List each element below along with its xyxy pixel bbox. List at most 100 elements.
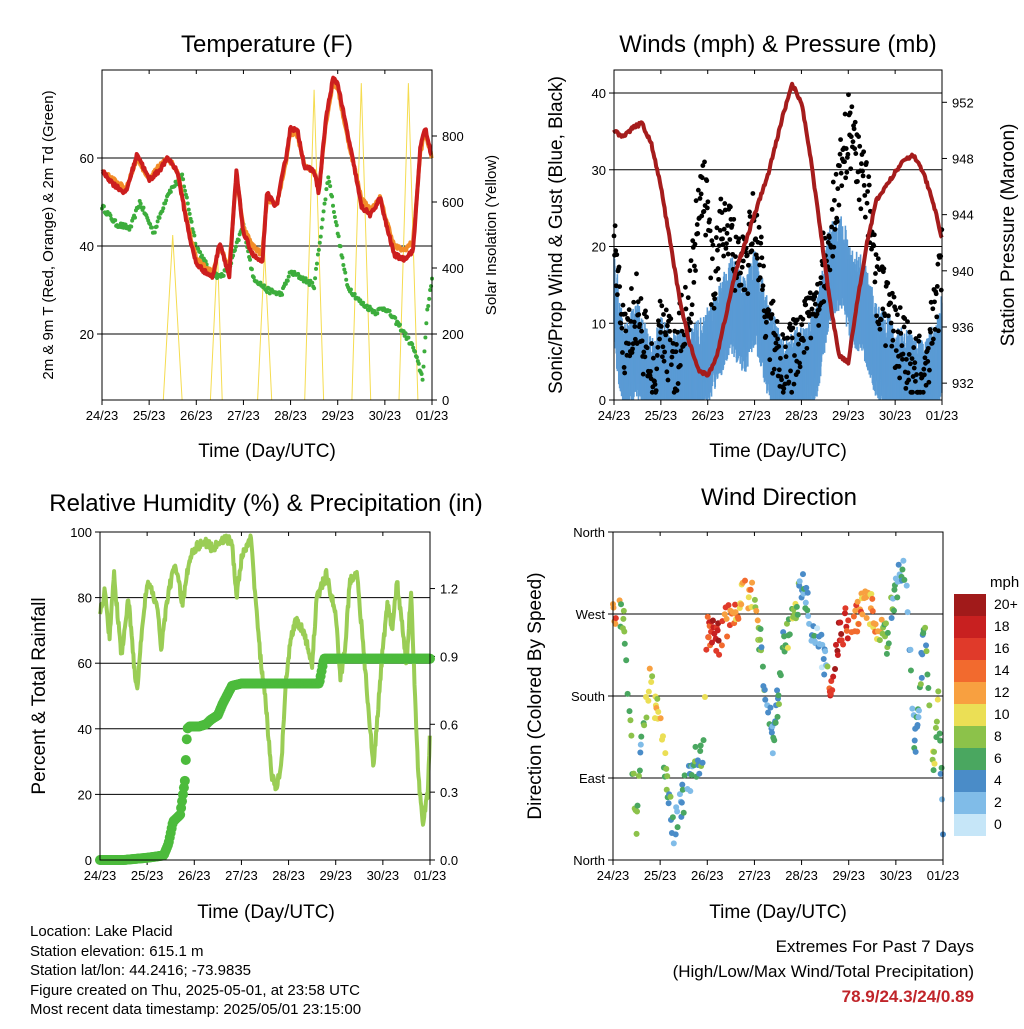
winds-xtick-label: 25/23 bbox=[645, 408, 678, 423]
dewpoint-point bbox=[138, 201, 143, 206]
gust-point bbox=[891, 294, 897, 300]
gust-point bbox=[881, 266, 887, 272]
gust-point bbox=[888, 300, 894, 306]
gust-point bbox=[749, 248, 755, 254]
temperature-xlabel: Time (Day/UTC) bbox=[198, 441, 336, 462]
gust-point bbox=[852, 119, 858, 125]
gust-point bbox=[694, 222, 700, 227]
gust-point bbox=[829, 207, 835, 212]
wind-direction-point bbox=[837, 619, 844, 626]
dewpoint-point bbox=[332, 214, 337, 219]
wind-direction-point bbox=[845, 617, 852, 624]
dewpoint-point bbox=[317, 240, 322, 245]
wind-direction-point bbox=[912, 748, 919, 755]
wind-direction-point bbox=[932, 724, 939, 731]
gust-point bbox=[770, 370, 775, 376]
gust-point bbox=[861, 183, 867, 188]
gust-point bbox=[707, 217, 712, 223]
dewpoint-point bbox=[248, 257, 253, 262]
temp-y2tick-label: 600 bbox=[442, 195, 464, 210]
wind-direction-point bbox=[674, 808, 681, 815]
gust-point bbox=[693, 268, 698, 273]
gust-point bbox=[812, 294, 818, 299]
wind-direction-point bbox=[876, 637, 883, 644]
wind-direction-point bbox=[634, 802, 641, 809]
gust-point bbox=[712, 291, 718, 297]
gust-point bbox=[708, 275, 714, 281]
gust-point bbox=[660, 344, 666, 350]
gust-point bbox=[763, 319, 769, 325]
gust-point bbox=[774, 319, 780, 324]
gust-point bbox=[643, 308, 648, 314]
wind-direction-point bbox=[936, 730, 943, 737]
dewpoint-point bbox=[129, 224, 134, 229]
gust-point bbox=[796, 332, 802, 338]
dewpoint-point bbox=[148, 222, 153, 227]
precipitation-point bbox=[180, 755, 191, 766]
dewpoint-point bbox=[164, 198, 169, 203]
gust-point bbox=[731, 216, 737, 222]
wind-direction-point bbox=[680, 809, 687, 816]
gust-point bbox=[631, 299, 637, 305]
dewpoint-point bbox=[318, 234, 323, 239]
dewpoint-point bbox=[326, 175, 331, 180]
gust-point bbox=[804, 345, 810, 351]
gust-point bbox=[703, 232, 709, 238]
gust-point bbox=[659, 354, 665, 360]
temperature-ylabel: 2m & 9m T (Red, Orange) & 2m Td (Green) bbox=[40, 90, 57, 379]
dewpoint-point bbox=[340, 255, 345, 260]
gust-point bbox=[852, 146, 858, 152]
wind-direction-point bbox=[818, 631, 825, 638]
gust-point bbox=[808, 335, 814, 341]
gust-point bbox=[897, 305, 903, 310]
wind-direction-point bbox=[794, 611, 801, 618]
gust-point bbox=[882, 313, 888, 319]
wind-direction-point bbox=[937, 737, 944, 744]
wind-direction-point bbox=[676, 791, 683, 798]
gust-point bbox=[759, 255, 765, 261]
gust-point bbox=[695, 231, 701, 236]
gust-point bbox=[877, 326, 883, 332]
gust-point bbox=[848, 166, 854, 172]
wind-direction-point bbox=[914, 722, 921, 729]
dewpoint-point bbox=[427, 296, 432, 301]
gust-point bbox=[927, 367, 932, 373]
gust-point bbox=[844, 169, 850, 175]
gust-point bbox=[831, 244, 837, 250]
gust-point bbox=[740, 258, 746, 264]
gust-point bbox=[925, 345, 931, 351]
gust-point bbox=[725, 251, 731, 257]
wind-direction-point bbox=[679, 786, 686, 793]
gust-point bbox=[669, 354, 675, 360]
gust-point bbox=[789, 335, 795, 341]
gust-point bbox=[832, 226, 838, 232]
wind-direction-point bbox=[819, 641, 826, 648]
gust-point bbox=[809, 306, 815, 312]
gust-point bbox=[890, 337, 896, 343]
speed-legend-swatch bbox=[954, 682, 986, 704]
figure-created: Figure created on Thu, 2025-05-01, at 23… bbox=[30, 981, 360, 999]
speed-legend-title: mph bbox=[990, 574, 1019, 591]
gust-point bbox=[907, 361, 913, 367]
gust-point bbox=[893, 348, 899, 354]
gust-point bbox=[714, 225, 720, 231]
dewpoint-point bbox=[133, 215, 137, 220]
temp-y2tick-label: 0 bbox=[442, 393, 449, 408]
gust-point bbox=[883, 343, 888, 349]
gust-point bbox=[738, 282, 744, 288]
wind-direction-point bbox=[901, 576, 908, 583]
extremes-values: 78.9/24.3/24/0.89 bbox=[841, 987, 974, 1006]
wind-direction-point bbox=[935, 688, 942, 695]
dewpoint-point bbox=[387, 308, 392, 313]
dewpoint-point bbox=[149, 225, 154, 230]
gust-point bbox=[739, 264, 745, 270]
dewpoint-point bbox=[233, 244, 238, 249]
gust-point bbox=[700, 163, 706, 168]
wind-direction-point bbox=[903, 582, 910, 589]
wind-direction-point bbox=[664, 773, 671, 780]
gust-point bbox=[795, 369, 801, 375]
direction-xtick-label: 29/23 bbox=[832, 868, 865, 883]
wind-direction-point bbox=[678, 799, 685, 806]
wind-direction-point bbox=[939, 796, 946, 803]
direction-xtick-label: 30/23 bbox=[880, 868, 913, 883]
